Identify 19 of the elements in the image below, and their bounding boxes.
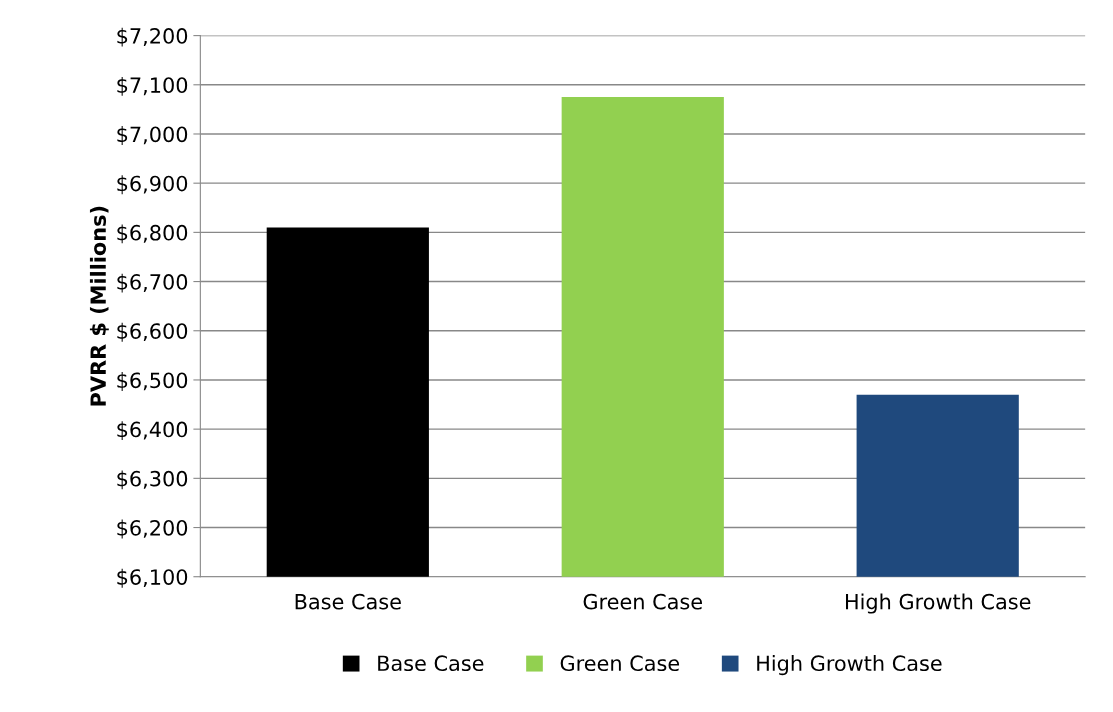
y-tick-label: $6,500 <box>117 372 188 391</box>
y-tick-label: $6,600 <box>117 322 188 342</box>
y-tick-label: $6,300 <box>117 470 188 490</box>
x-tick-label: Base Case <box>295 593 401 610</box>
y-axis-title: PVRR $ (Millions) <box>89 206 109 406</box>
y-tick-label: $6,800 <box>117 224 188 244</box>
y-tick-label: $6,100 <box>117 568 188 588</box>
legend-label: High Growth Case <box>757 654 942 676</box>
legend-label: Base Case <box>378 655 484 672</box>
y-tick-label: $6,400 <box>117 421 188 441</box>
y-tick-label: $7,100 <box>117 76 188 96</box>
y-tick-label: $6,900 <box>117 175 188 195</box>
legend-label: Green Case <box>560 655 680 672</box>
x-tick-label: Green Case <box>583 593 702 610</box>
y-tick-label: $6,700 <box>117 273 188 293</box>
y-tick-label: $7,000 <box>117 126 188 145</box>
y-tick-label: $7,200 <box>117 27 188 47</box>
x-tick-label: High Growth Case <box>845 593 1031 614</box>
y-tick-label: $6,200 <box>117 519 188 539</box>
